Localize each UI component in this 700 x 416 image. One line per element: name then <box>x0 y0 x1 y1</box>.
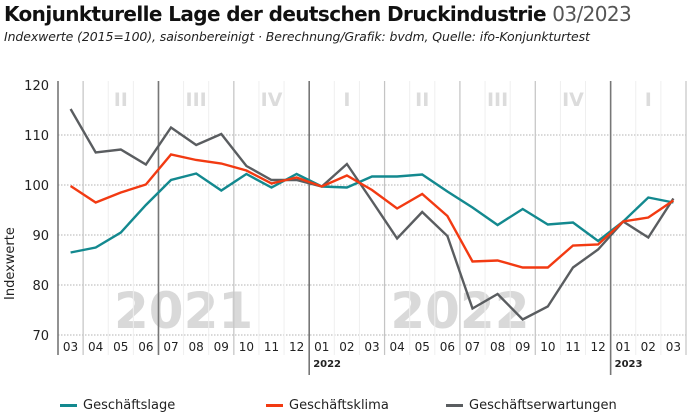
chart-title-text: Konjunkturelle Lage der deutschen Drucki… <box>4 2 547 26</box>
x-axis-ticks: 03 04 05 06 07 08 09 10 11 12 01 02 03 04 05 06 07 08 09 10… <box>63 340 681 370</box>
x-tick-label: 09 <box>214 340 229 354</box>
x-tick-label: 05 <box>113 340 128 354</box>
y-tick-label: 120 <box>24 79 49 94</box>
series-line-geschaeftsklima <box>69 153 675 269</box>
x-tick-label: 08 <box>189 340 204 354</box>
x-tick-label: 04 <box>389 340 404 354</box>
series-lines <box>69 108 675 321</box>
quarter-label: IV <box>562 89 584 111</box>
x-tick-label: 11 <box>565 340 580 354</box>
quarter-label: I <box>343 89 350 111</box>
legend-swatch-geschaeftserwartungen <box>446 404 463 407</box>
x-tick-label: 10 <box>239 340 254 354</box>
x-year-label: 2023 <box>615 359 643 370</box>
legend-label: Geschäftserwartungen <box>469 398 617 413</box>
quarter-label: IV <box>261 89 283 111</box>
legend-item-geschaeftsklima: Geschäftsklima <box>266 398 389 413</box>
quarter-labels: II III IV I II III IV I <box>114 89 652 111</box>
quarter-label: III <box>186 89 207 111</box>
quarter-label: III <box>487 89 508 111</box>
legend-swatch-geschaeftsklima <box>266 404 283 407</box>
y-axis-ticks: 70 80 90 100 110 120 <box>24 79 49 344</box>
y-tick-label: 80 <box>32 279 49 294</box>
legend-label: Geschäftsklima <box>289 398 389 413</box>
x-year-label: 2022 <box>313 359 341 370</box>
x-tick-label: 07 <box>465 340 480 354</box>
legend: Geschäftslage Geschäftsklima Geschäftser… <box>0 398 700 414</box>
y-tick-label: 70 <box>32 329 49 344</box>
x-tick-label: 01 <box>616 340 631 354</box>
quarter-label: II <box>415 89 429 111</box>
quarter-label: II <box>114 89 128 111</box>
x-tick-label: 08 <box>490 340 505 354</box>
x-tick-label: 12 <box>289 340 304 354</box>
x-tick-label: 03 <box>666 340 681 354</box>
x-tick-label: 04 <box>88 340 103 354</box>
x-tick-label: 09 <box>515 340 530 354</box>
x-tick-label: 06 <box>440 340 455 354</box>
legend-swatch-geschaeftslage <box>60 404 77 407</box>
x-tick-label: 02 <box>641 340 656 354</box>
x-tick-label: 12 <box>590 340 605 354</box>
x-tick-label: 06 <box>138 340 153 354</box>
legend-label: Geschäftslage <box>83 398 176 413</box>
chart-title: Konjunkturelle Lage der deutschen Drucki… <box>4 2 632 26</box>
y-tick-label: 100 <box>24 179 49 194</box>
y-tick-label: 110 <box>24 129 49 144</box>
x-tick-label: 03 <box>364 340 379 354</box>
x-tick-label: 01 <box>314 340 329 354</box>
legend-item-geschaeftserwartungen: Geschäftserwartungen <box>446 398 617 413</box>
y-axis-label: Indexwerte <box>3 227 18 300</box>
chart-subtitle: Indexwerte (2015=100), saisonbereinigt ·… <box>4 29 590 44</box>
x-tick-label: 03 <box>63 340 78 354</box>
quarter-label: I <box>645 89 652 111</box>
x-tick-label: 02 <box>339 340 354 354</box>
chart-date: 03/2023 <box>552 2 632 26</box>
legend-item-geschaeftslage: Geschäftslage <box>60 398 175 413</box>
x-tick-label: 11 <box>264 340 279 354</box>
x-tick-label: 07 <box>163 340 178 354</box>
y-tick-label: 90 <box>32 229 49 244</box>
x-tick-label: 10 <box>540 340 555 354</box>
x-tick-label: 05 <box>415 340 430 354</box>
